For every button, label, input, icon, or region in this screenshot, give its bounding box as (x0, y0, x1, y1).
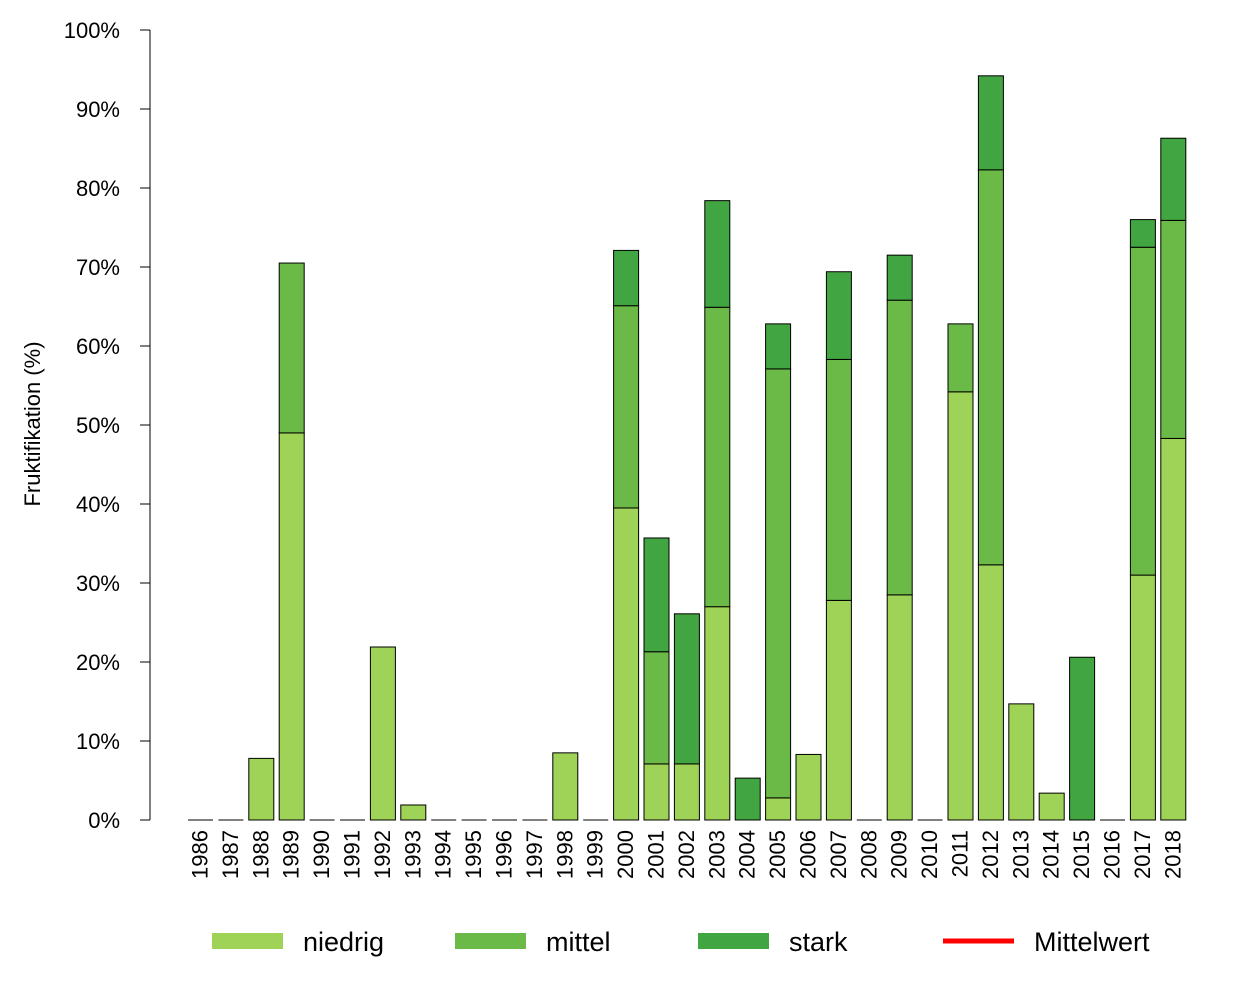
bar-segment-stark-2004 (734, 777, 761, 821)
bar-segment-niedrig-2013 (1008, 703, 1035, 821)
legend-label-mittel: mittel (546, 927, 611, 957)
x-tick-label: 2006 (796, 830, 821, 879)
x-tick-label: 2013 (1008, 830, 1033, 879)
bar-segment-stark-2007 (825, 271, 852, 360)
x-tick-label: 1992 (370, 830, 395, 879)
x-tick-label: 1996 (492, 830, 517, 879)
y-tick-label: 80% (76, 176, 120, 201)
x-tick-label: 2018 (1160, 830, 1185, 879)
x-tick-label: 1986 (188, 830, 213, 879)
x-tick-label: 2010 (917, 830, 942, 879)
legend-label-niedrig: niedrig (303, 927, 384, 957)
x-tick-label: 1995 (461, 830, 486, 879)
y-tick-label: 90% (76, 97, 120, 122)
bar-segment-stark-2002 (673, 613, 700, 765)
bar-segment-mittel-2012 (977, 169, 1004, 566)
y-tick-label: 20% (76, 650, 120, 675)
x-tick-label: 1999 (583, 830, 608, 879)
x-tick-label: 2001 (644, 830, 669, 879)
bar-segment-niedrig-2006 (795, 753, 822, 821)
bar-segment-niedrig-2011 (947, 391, 974, 821)
bar-segment-mittel-2007 (825, 358, 852, 601)
x-tick-label: 2004 (735, 830, 760, 879)
bar-segment-stark-2000 (613, 249, 640, 307)
legend-label-Mittelwert: Mittelwert (1034, 927, 1150, 957)
bar-segment-mittel-2017 (1129, 246, 1156, 576)
bar-segment-mittel-2001 (643, 651, 670, 765)
bar-segment-niedrig-2017 (1129, 574, 1156, 821)
bar-segment-stark-2009 (886, 254, 913, 301)
bar-segment-stark-2003 (704, 200, 731, 308)
x-tick-label: 2003 (704, 830, 729, 879)
y-tick-label: 100% (64, 18, 120, 43)
bar-segment-mittel-2009 (886, 299, 913, 596)
bar-segment-niedrig-2014 (1038, 792, 1065, 821)
bar-segment-mittel-1989 (278, 262, 305, 434)
x-tick-label: 2015 (1069, 830, 1094, 879)
y-axis-title: Fruktifikation (%) (20, 341, 45, 506)
y-tick-label: 10% (76, 729, 120, 754)
legend-label-stark: stark (789, 927, 848, 957)
y-tick-label: 0% (88, 808, 120, 833)
axes-layer: 0%10%20%30%40%50%60%70%80%90%100%1986 198… (64, 18, 1186, 879)
bar-segment-niedrig-1988 (248, 757, 275, 821)
bar-segment-mittel-2011 (947, 323, 974, 393)
bar-segment-niedrig-1998 (552, 752, 579, 821)
y-tick-label: 40% (76, 492, 120, 517)
x-tick-label: 2000 (613, 830, 638, 879)
bar-segment-mittel-2005 (765, 368, 792, 799)
bar-segment-niedrig-2001 (643, 763, 670, 821)
x-tick-label: 2008 (856, 830, 881, 879)
bar-segment-mittel-2018 (1160, 219, 1187, 439)
x-tick-label: 2017 (1130, 830, 1155, 879)
x-tick-label: 2005 (765, 830, 790, 879)
bar-segment-niedrig-1989 (278, 432, 305, 821)
bar-segment-niedrig-2009 (886, 594, 913, 821)
bar-segment-stark-2017 (1129, 219, 1156, 248)
y-tick-label: 70% (76, 255, 120, 280)
x-tick-label: 2014 (1039, 830, 1064, 879)
legend-swatch-mittel (455, 933, 526, 949)
x-tick-label: 2002 (674, 830, 699, 879)
bar-segment-stark-2015 (1069, 656, 1096, 821)
bar-segment-stark-2005 (765, 323, 792, 370)
bar-segment-niedrig-2012 (977, 564, 1004, 821)
x-tick-label: 1991 (340, 830, 365, 879)
x-tick-label: 1993 (400, 830, 425, 879)
y-tick-label: 60% (76, 334, 120, 359)
x-tick-label: 2016 (1100, 830, 1125, 879)
y-tick-label: 30% (76, 571, 120, 596)
bar-segment-niedrig-2007 (825, 599, 852, 821)
legend-swatch-stark (698, 933, 769, 949)
x-tick-label: 1997 (522, 830, 547, 879)
x-tick-label: 1989 (279, 830, 304, 879)
legend-swatch-niedrig (212, 933, 283, 949)
x-tick-label: 2007 (826, 830, 851, 879)
bar-segment-niedrig-2018 (1160, 437, 1187, 821)
bar-segment-mittel-2000 (613, 305, 640, 509)
bar-segment-stark-2001 (643, 537, 670, 653)
x-tick-label: 1990 (309, 830, 334, 879)
legend: niedrig mittel stark Mittelwert (212, 927, 1150, 957)
x-tick-label: 2012 (978, 830, 1003, 879)
x-tick-label: 1988 (248, 830, 273, 879)
bar-segment-stark-2012 (977, 75, 1004, 171)
bar-segment-niedrig-2003 (704, 606, 731, 821)
bar-segment-niedrig-2002 (673, 763, 700, 821)
x-tick-label: 1994 (431, 830, 456, 879)
x-tick-label: 2011 (948, 830, 973, 877)
bar-segment-mittel-2003 (704, 306, 731, 608)
x-tick-label: 1998 (552, 830, 577, 879)
x-tick-label: 1987 (218, 830, 243, 879)
bars-layer (188, 75, 1187, 821)
bar-segment-niedrig-1992 (369, 646, 396, 821)
bar-segment-niedrig-2005 (765, 797, 792, 821)
bar-segment-niedrig-1993 (400, 804, 427, 821)
bar-segment-stark-2018 (1160, 137, 1187, 221)
x-tick-label: 2009 (887, 830, 912, 879)
y-tick-label: 50% (76, 413, 120, 438)
bar-segment-niedrig-2000 (613, 507, 640, 821)
